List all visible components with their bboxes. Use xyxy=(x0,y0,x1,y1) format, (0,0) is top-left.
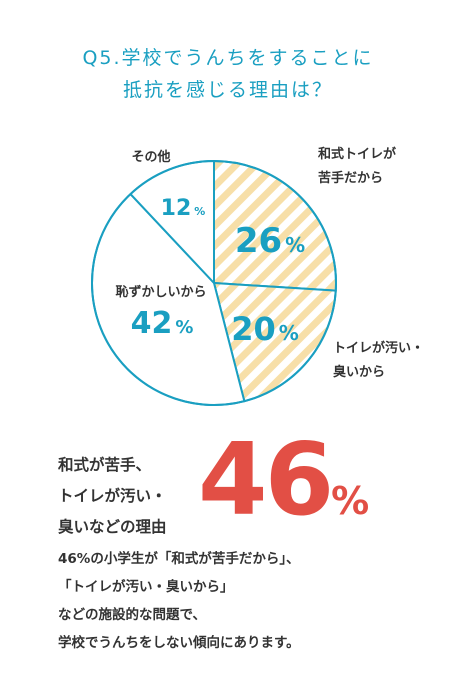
slice-category-label: 苦手だから xyxy=(318,170,383,186)
slice-value-label: 42% xyxy=(131,306,194,341)
slice-category-label: 恥ずかしいから xyxy=(115,284,206,300)
highlight-percentage: 46% xyxy=(198,425,369,535)
highlight-caption: 和式が苦手、 トイレが汚い・ 臭いなどの理由 xyxy=(58,450,188,543)
slice-value-label: 12% xyxy=(161,196,206,221)
highlight-line-2: トイレが汚い・ xyxy=(58,487,167,505)
description-line-4: 学校でうんちをしない傾向にあります。 xyxy=(58,635,300,651)
slice-category-label: 和式トイレが xyxy=(318,146,396,162)
title-line-1: Q5.学校でうんちをすることに xyxy=(82,47,374,69)
description-line-2: 「トイレが汚い・臭いから」 xyxy=(58,579,234,595)
slice-value-label: 20% xyxy=(231,310,299,348)
slice-category-label: その他 xyxy=(131,149,170,165)
slice-category-label: トイレが汚い・ xyxy=(333,340,424,356)
highlight-line-1: 和式が苦手、 xyxy=(58,456,152,474)
highlight-unit: % xyxy=(331,479,370,523)
question-title: Q5.学校でうんちをすることに 抵抗を感じる理由は？ xyxy=(0,42,456,106)
highlight-line-3: 臭いなどの理由 xyxy=(58,518,167,536)
slice-category-label: 臭いから xyxy=(333,364,385,380)
pie-outline xyxy=(91,160,337,406)
slice-value-label: 26% xyxy=(235,221,305,261)
highlight-value: 46 xyxy=(198,421,334,538)
title-line-2: 抵抗を感じる理由は？ xyxy=(122,79,333,101)
description-line-1: 46%の小学生が「和式が苦手だから」、 xyxy=(58,551,300,567)
description-line-3: などの施設的な問題で、 xyxy=(58,607,206,623)
description: 46%の小学生が「和式が苦手だから」、 「トイレが汚い・臭いから」 などの施設的… xyxy=(58,545,448,657)
